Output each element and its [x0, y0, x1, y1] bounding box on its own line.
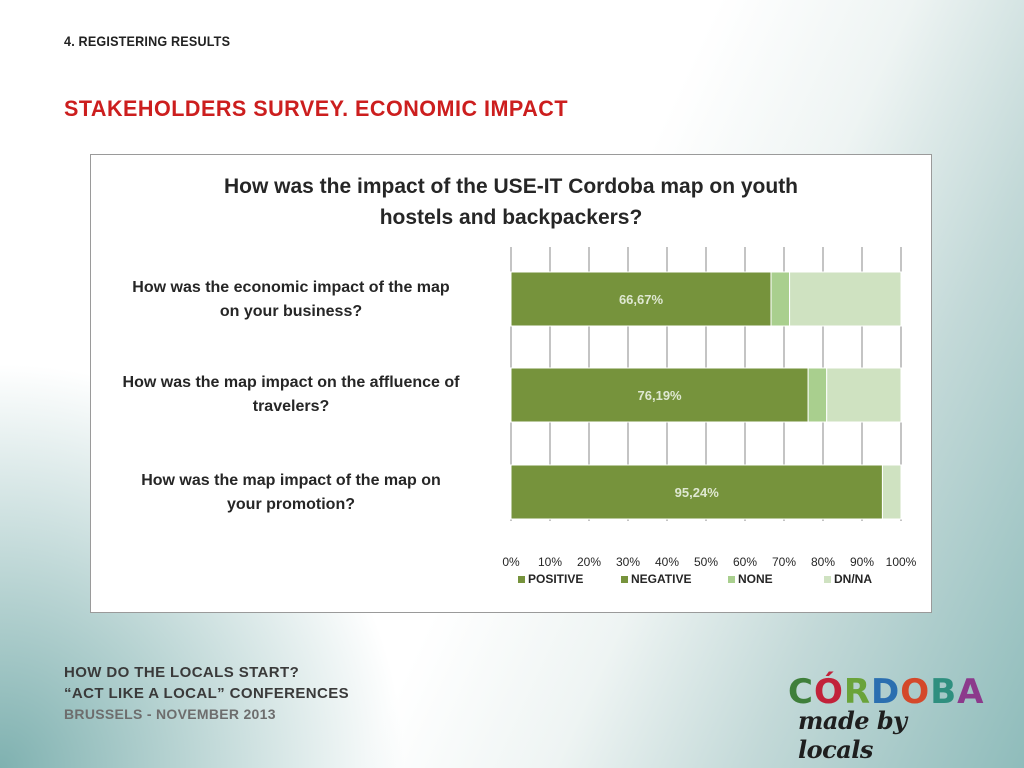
category-label-line: How was the map impact on the affluence …: [122, 374, 460, 391]
legend-label: NEGATIVE: [631, 572, 691, 586]
footer-question: HOW DO THE LOCALS START?: [64, 664, 300, 681]
category-label-line: How was the economic impact of the map: [132, 279, 450, 296]
chart-title: How was the impact of the USE-IT Cordoba…: [91, 171, 931, 233]
bar-segment-positive: [510, 367, 809, 423]
bar-segment-none: [807, 367, 828, 423]
x-tick-label: 20%: [577, 555, 601, 569]
x-tick-label: 30%: [616, 555, 640, 569]
category-label-economic-impact: How was the economic impact of the map o…: [91, 276, 491, 324]
footer-conference: “ACT LIKE A LOCAL” CONFERENCES: [64, 685, 350, 702]
category-label-affluence: How was the map impact on the affluence …: [91, 371, 491, 419]
legend-swatch: [518, 576, 525, 583]
x-tick-label: 70%: [772, 555, 796, 569]
chart-title-line-2: hostels and backpackers?: [379, 206, 643, 229]
chart-title-line-1: How was the impact of the USE-IT Cordoba…: [223, 175, 799, 198]
legend-swatch: [824, 576, 831, 583]
legend-label: NONE: [738, 572, 773, 586]
bar-segment-positive: [510, 464, 883, 520]
x-tick-label: 100%: [886, 555, 917, 569]
section-label: 4. REGISTERING RESULTS: [64, 33, 231, 49]
legend-swatch: [621, 576, 628, 583]
logo-tagline: made by locals: [798, 706, 907, 764]
bar-segment-dnna: [881, 464, 902, 520]
bar-segment-positive: [510, 271, 772, 327]
category-label-promotion: How was the map impact of the map on you…: [91, 469, 491, 517]
category-label-line: your promotion?: [227, 496, 355, 513]
bar-segment-dnna: [826, 367, 902, 423]
data-label: 66,67%: [619, 292, 664, 307]
category-label-line: on your business?: [219, 303, 363, 320]
x-tick-label: 10%: [538, 555, 562, 569]
bar-segment-dnna: [789, 271, 902, 327]
x-tick-label: 0%: [502, 555, 520, 569]
data-label: 76,19%: [638, 388, 683, 403]
bar-segment-none: [770, 271, 791, 327]
x-tick-label: 90%: [850, 555, 874, 569]
x-tick-label: 60%: [733, 555, 757, 569]
data-label: 95,24%: [675, 485, 720, 500]
logo-wordmark: CÓRDOBA: [788, 672, 985, 712]
legend-label: DN/NA: [834, 572, 872, 586]
legend-swatch: [728, 576, 735, 583]
bar-chart-plot: 66,67% 76,19% 95,24% 0% 10% 20% 30% 40% 50% 60% 70…: [502, 247, 917, 586]
footer-location-date: BRUSSELS - NOVEMBER 2013: [64, 706, 276, 722]
x-tick-label: 80%: [811, 555, 835, 569]
chart-frame: How was the impact of the USE-IT Cordoba…: [90, 154, 932, 613]
legend-label: POSITIVE: [528, 572, 583, 586]
cordoba-logo: CÓRDOBA made by locals: [788, 672, 983, 764]
slide-title: STAKEHOLDERS SURVEY. ECONOMIC IMPACT: [64, 96, 568, 121]
x-tick-label: 40%: [655, 555, 679, 569]
category-label-line: travelers?: [252, 398, 330, 415]
category-label-line: How was the map impact of the map on: [141, 472, 441, 489]
x-tick-label: 50%: [694, 555, 718, 569]
